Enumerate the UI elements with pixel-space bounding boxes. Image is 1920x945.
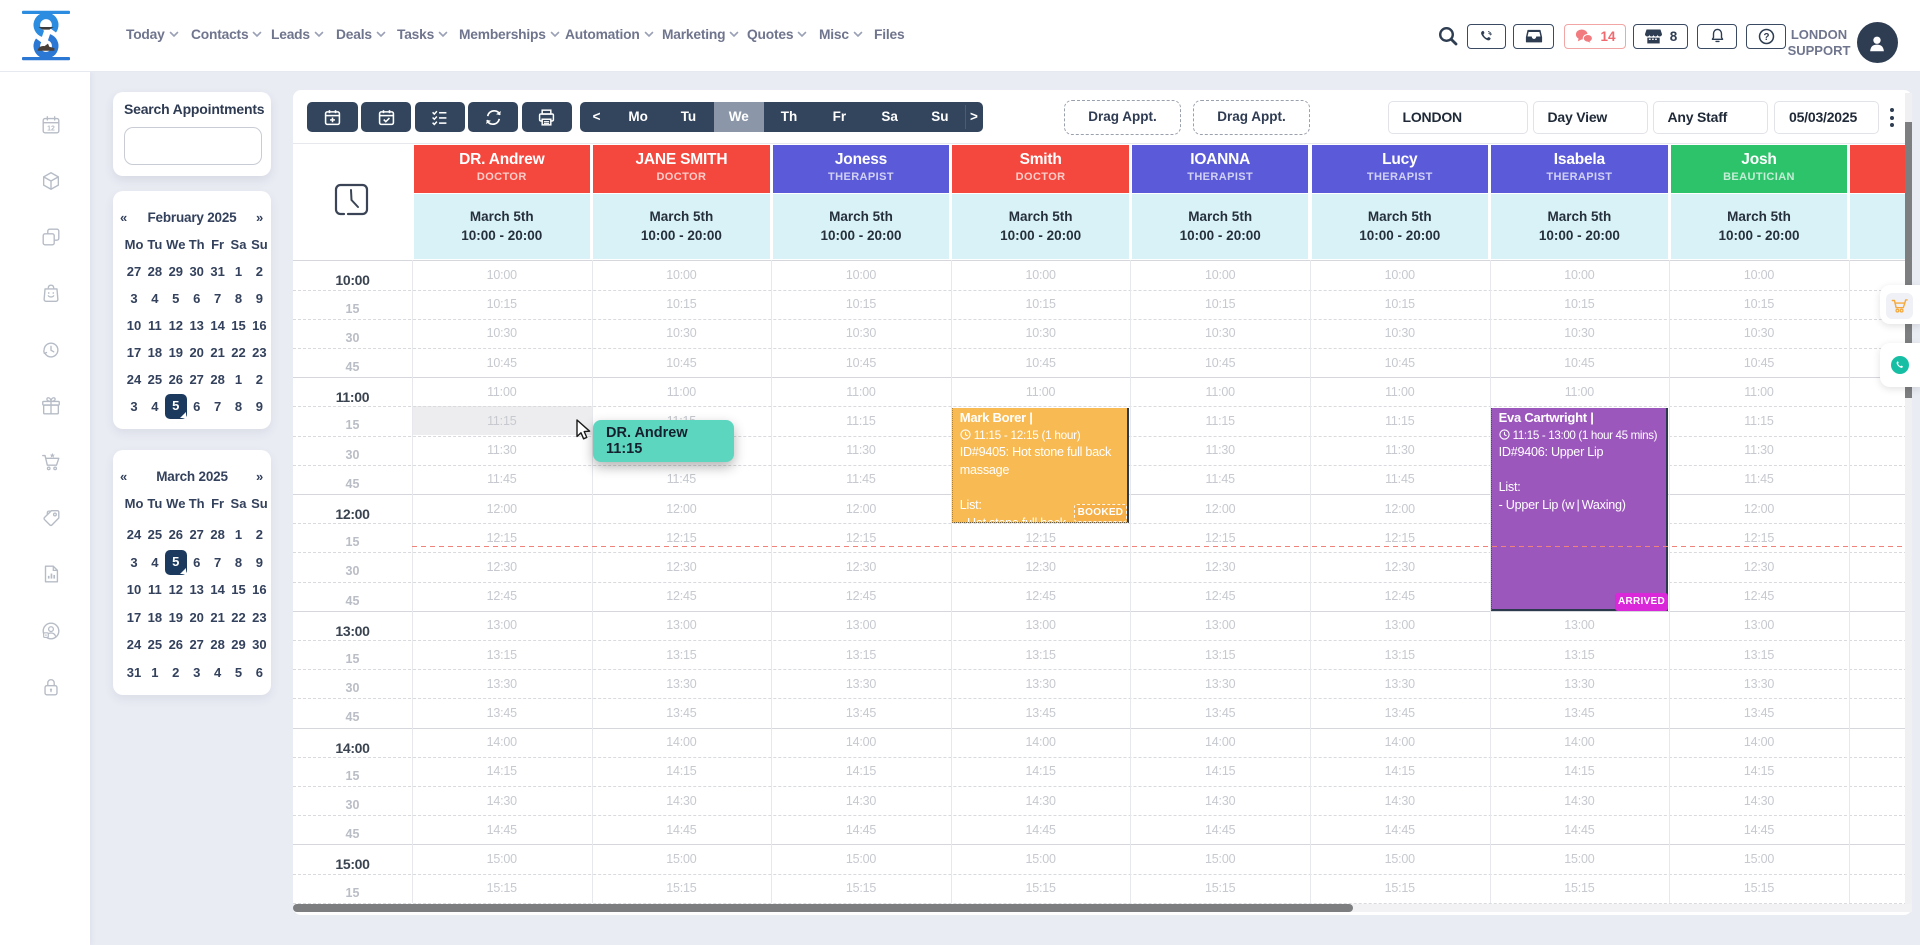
svg-text:?: ? [1763, 31, 1769, 42]
svg-text:12: 12 [47, 126, 55, 133]
